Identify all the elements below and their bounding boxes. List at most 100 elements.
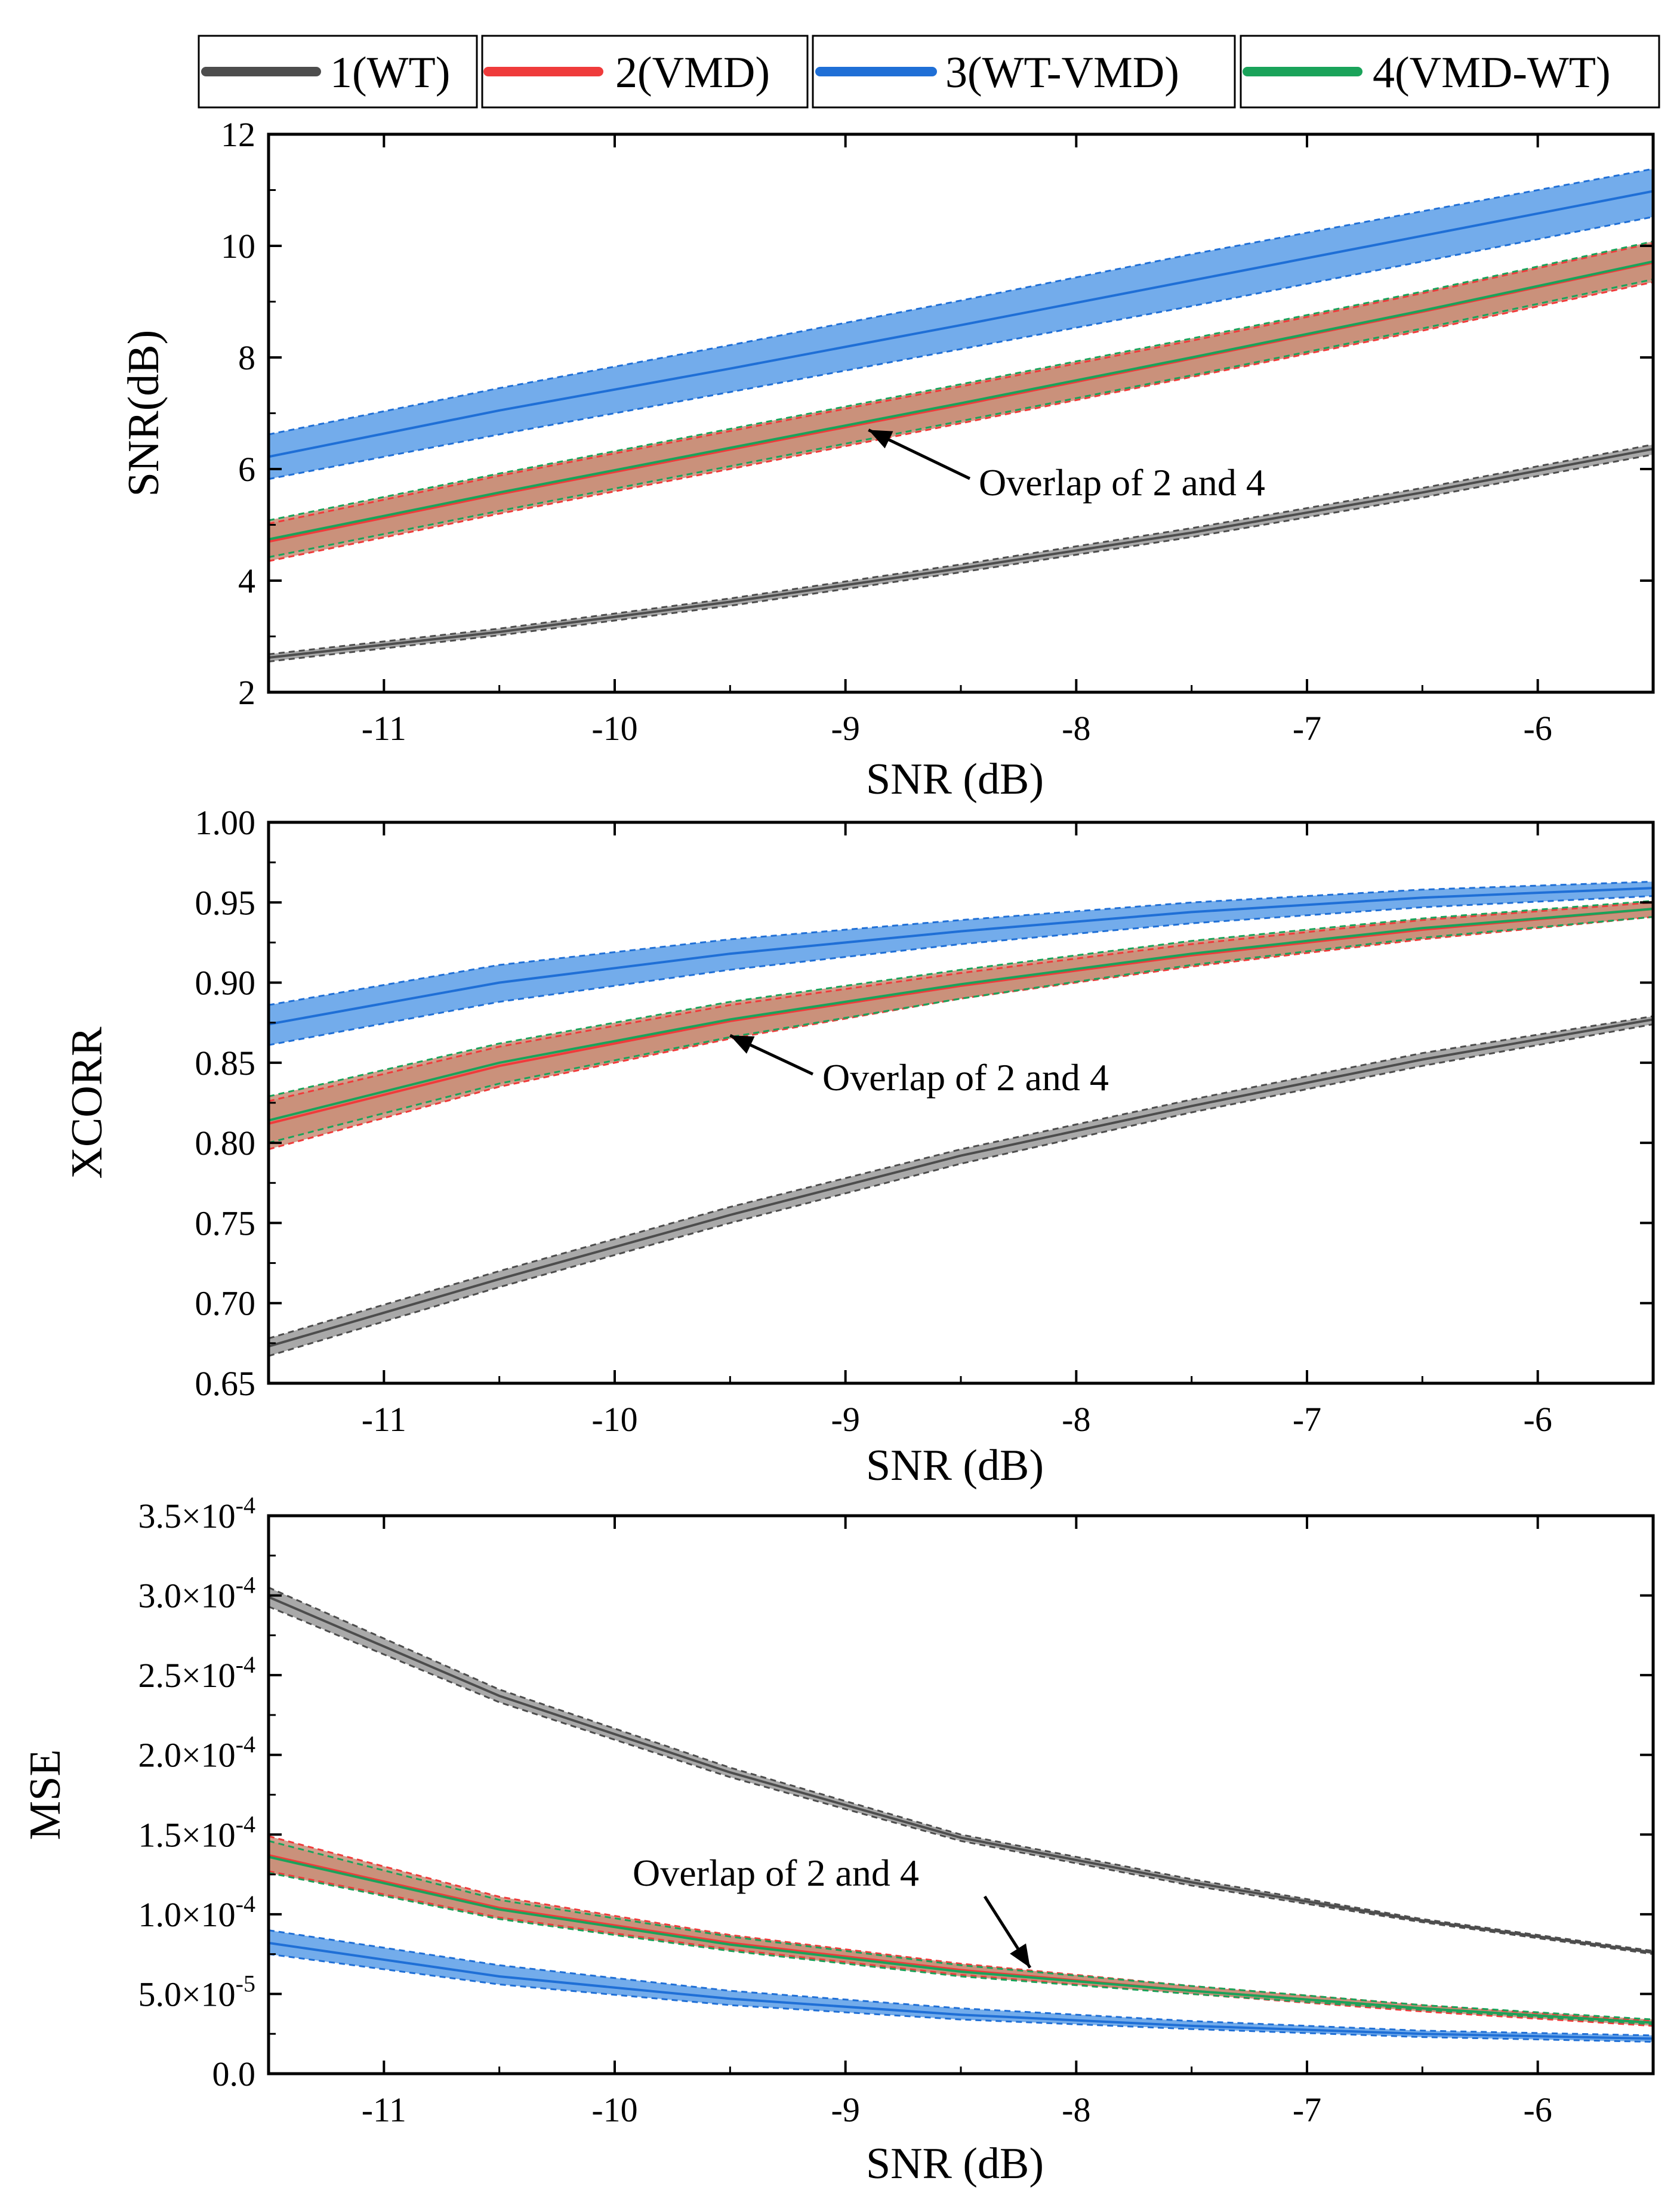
data-point xyxy=(499,492,500,493)
x-tick-label: -9 xyxy=(831,2090,860,2129)
series-line-4(VMD-WT) xyxy=(269,1855,1653,2024)
series-lower-4(VMD-WT) xyxy=(269,1871,1653,2025)
series-lower-1(WT) xyxy=(269,1605,1653,1956)
series-lower-4(VMD-WT) xyxy=(269,916,1653,1144)
series-lower-3(WT-VMD) xyxy=(269,895,1653,1046)
x-axis-title: SNR (dB) xyxy=(866,1441,1044,1490)
data-point xyxy=(1191,532,1192,533)
data-point xyxy=(1191,357,1192,358)
series-upper-1(WT) xyxy=(269,443,1653,655)
data-point xyxy=(499,631,500,633)
x-tick-label: -8 xyxy=(1062,709,1090,748)
chart-panel-1: -11 -10 -9 -8 -7 -6 2 4 6 8 10 12 SNR (dB) SNR(dB) Ove… xyxy=(119,115,1655,804)
data-point xyxy=(499,1909,500,1910)
y-tick-label: 4 xyxy=(238,562,255,600)
annotation-text: Overlap of 2 and 4 xyxy=(822,1056,1109,1099)
data-point xyxy=(499,494,500,495)
legend-item-wt: 1(WT) xyxy=(198,35,478,109)
series-band-3(WT-VMD) xyxy=(269,1930,1653,2042)
x-tick-label: -11 xyxy=(362,2090,406,2129)
y-tick-label: 2.5×10-4 xyxy=(138,1651,255,1695)
x-tick-label: -10 xyxy=(591,1400,637,1439)
series-upper-2(VMD) xyxy=(269,901,1653,1102)
series-upper-4(VMD-WT) xyxy=(269,900,1653,1097)
data-point xyxy=(1191,2025,1192,2027)
y-tick-label: 3.5×10-4 xyxy=(138,1492,255,1535)
series-band-4(VMD-WT) xyxy=(269,900,1653,1143)
series-band-4(VMD-WT) xyxy=(269,241,1653,557)
data-point xyxy=(1422,1920,1423,1922)
series-band-3(WT-VMD) xyxy=(269,881,1653,1045)
x-tick-label: -10 xyxy=(591,2090,637,2129)
y-tick-label: 0.65 xyxy=(195,1364,256,1403)
plot-area xyxy=(269,880,1653,1357)
x-tick-label: -6 xyxy=(1524,1400,1552,1439)
annotation-arrow-head xyxy=(730,1035,755,1054)
series-band-2(VMD) xyxy=(269,1836,1653,2026)
y-tick-label: 0.95 xyxy=(195,883,256,922)
series-upper-4(VMD-WT) xyxy=(269,240,1653,522)
x-tick-label: -7 xyxy=(1293,1400,1321,1439)
series-upper-3(WT-VMD) xyxy=(269,1929,1653,2037)
x-tick-label: -9 xyxy=(831,1400,860,1439)
data-point xyxy=(499,410,500,411)
legend-label: 2(VMD) xyxy=(615,48,770,97)
x-tick-label: -8 xyxy=(1062,1400,1090,1439)
plot-frame xyxy=(267,1514,1655,2075)
legend-item-wt-vmd: 3(WT-VMD) xyxy=(812,35,1236,109)
y-tick-label: 0.90 xyxy=(195,964,256,1003)
series-upper-2(VMD) xyxy=(269,1835,1653,2022)
x-tick-label: -6 xyxy=(1524,2090,1552,2129)
y-tick-label: 2 xyxy=(238,673,255,712)
y-tick-label: 1.0×10-4 xyxy=(138,1890,255,1934)
x-tick-label: -11 xyxy=(362,1400,406,1439)
data-point xyxy=(499,1976,500,1977)
legend-label: 3(WT-VMD) xyxy=(945,48,1179,97)
x-tick-label: -9 xyxy=(831,709,860,748)
y-tick-label: 12 xyxy=(221,115,255,154)
series-upper-1(WT) xyxy=(269,1586,1653,1952)
y-axis-title: MSE xyxy=(21,1749,70,1840)
data-point xyxy=(1422,1059,1423,1060)
legend: 1(WT) 2(VMD) 3(WT-VMD) 4(VMD-WT) xyxy=(198,35,1660,109)
y-tick-label: 5.0×10-5 xyxy=(138,1970,255,2013)
annotation-arrow-head xyxy=(868,430,893,449)
y-axis-title: XCORR xyxy=(63,1026,112,1179)
data-point xyxy=(1422,927,1423,929)
series-lower-3(WT-VMD) xyxy=(269,1953,1653,2043)
series-line-3(WT-VMD) xyxy=(269,1941,1653,2040)
series-lower-3(WT-VMD) xyxy=(269,215,1653,480)
y-tick-label: 0.0 xyxy=(212,2055,256,2093)
series-lower-4(VMD-WT) xyxy=(269,278,1653,559)
legend-label: 4(VMD-WT) xyxy=(1373,48,1611,97)
series-upper-1(WT) xyxy=(269,1015,1653,1340)
y-tick-label: 0.85 xyxy=(195,1044,256,1082)
y-tick-label: 2.0×10-4 xyxy=(138,1731,255,1775)
series-band-4(VMD-WT) xyxy=(269,1841,1653,2025)
series-lower-1(WT) xyxy=(269,1023,1653,1357)
y-tick-label: 10 xyxy=(221,227,255,266)
plot-area xyxy=(269,168,1653,663)
data-point xyxy=(1191,1882,1192,1883)
series-upper-4(VMD-WT) xyxy=(269,1840,1653,2021)
legend-item-vmd-wt: 4(VMD-WT) xyxy=(1240,35,1660,109)
y-axis-title: SNR(dB) xyxy=(119,330,168,497)
series-band-1(WT) xyxy=(269,444,1653,662)
y-tick-label: 3.0×10-4 xyxy=(138,1572,255,1615)
x-tick-label: -7 xyxy=(1293,709,1321,748)
chart-panels: -11 -10 -9 -8 -7 -6 2 4 6 8 10 12 SNR (dB) SNR(dB) Ove… xyxy=(21,115,1655,2188)
annotation-text: Overlap of 2 and 4 xyxy=(633,1852,919,1894)
y-tick-label: 0.70 xyxy=(195,1284,256,1323)
series-lower-2(VMD) xyxy=(269,916,1653,1151)
series-upper-3(WT-VMD) xyxy=(269,168,1653,436)
y-tick-label: 6 xyxy=(238,450,255,489)
y-tick-label: 1.5×10-4 xyxy=(138,1811,255,1854)
legend-item-vmd: 2(VMD) xyxy=(481,35,809,109)
x-axis-title: SNR (dB) xyxy=(866,2139,1044,2188)
annotation-arrow-head xyxy=(1010,1943,1030,1968)
plot-area xyxy=(269,1586,1653,2043)
x-tick-label: -10 xyxy=(591,709,637,748)
x-tick-label: -7 xyxy=(1293,2090,1321,2129)
data-point xyxy=(1422,929,1423,930)
